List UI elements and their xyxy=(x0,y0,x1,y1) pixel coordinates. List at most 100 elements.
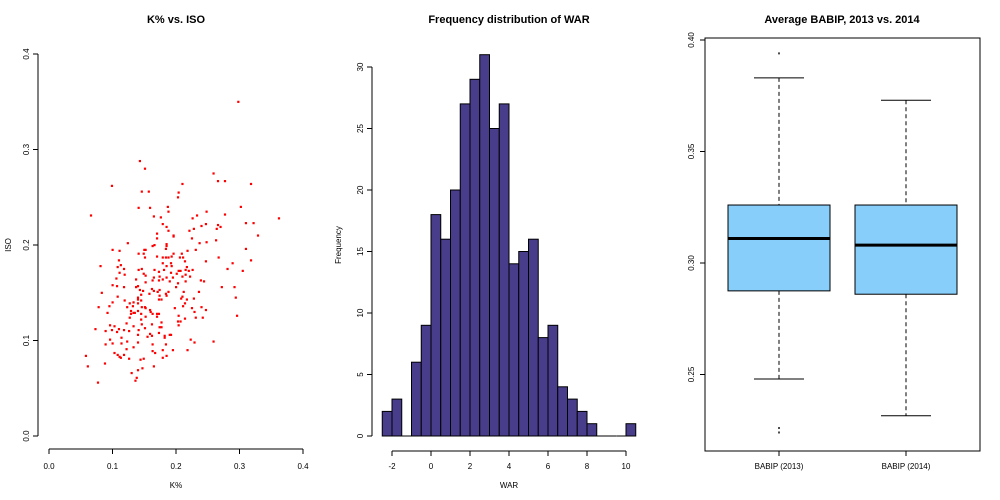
scatter-point xyxy=(136,309,140,313)
scatter-point xyxy=(152,289,155,293)
scatter-point xyxy=(204,260,208,263)
scatter-point xyxy=(192,297,195,300)
scatter-point xyxy=(132,325,135,328)
scatter-point xyxy=(212,172,215,175)
scatter-point xyxy=(140,267,143,271)
scatter-point xyxy=(249,182,253,186)
scatter-point xyxy=(160,298,163,301)
scatter-point xyxy=(111,301,114,304)
scatter-point xyxy=(110,184,114,187)
scatter-point xyxy=(205,210,208,213)
scatter-point xyxy=(120,336,123,339)
x-tick-label: 0.2 xyxy=(170,462,182,471)
scatter-point xyxy=(181,275,184,278)
scatter-point xyxy=(140,306,143,309)
y-tick-label: 0.30 xyxy=(687,255,696,271)
scatter-point xyxy=(217,256,220,259)
scatter-point xyxy=(158,275,161,278)
scatter-point xyxy=(144,281,147,284)
scatter-point xyxy=(171,349,175,352)
scatter-point xyxy=(123,273,126,276)
y-tick-label: 15 xyxy=(356,247,365,256)
scatter-point xyxy=(150,334,154,337)
scatter-point xyxy=(129,312,133,315)
scatter-point xyxy=(140,318,143,321)
histogram-bar xyxy=(518,251,529,437)
scatter-point xyxy=(122,286,126,289)
scatter-point xyxy=(151,279,154,282)
boxplot-frame xyxy=(704,37,981,452)
scatter-point xyxy=(157,298,161,301)
scatter-point xyxy=(137,206,140,209)
scatter-point xyxy=(175,272,178,275)
scatter-point xyxy=(163,336,166,339)
scatter-point xyxy=(249,259,253,262)
scatter-point xyxy=(184,268,187,272)
scatter-point xyxy=(223,180,227,183)
scatter-point xyxy=(192,227,195,230)
scatter-point xyxy=(168,280,171,283)
histogram-bar xyxy=(625,423,637,437)
scatter-point xyxy=(84,354,88,357)
scatter-point xyxy=(277,217,281,220)
scatter-point xyxy=(164,256,168,259)
scatter-point xyxy=(140,293,143,296)
scatter-point xyxy=(175,286,178,289)
histogram-bar xyxy=(391,398,403,437)
scatter-point xyxy=(97,306,100,309)
scatter-point xyxy=(128,357,131,360)
y-tick-label: 25 xyxy=(356,124,365,133)
scatter-point xyxy=(185,298,188,301)
y-tick-label: 0.4 xyxy=(22,48,31,60)
histogram-bar xyxy=(576,410,588,437)
scatter-point xyxy=(132,346,135,349)
scatter-point xyxy=(157,270,161,273)
scatter-point xyxy=(176,320,180,323)
scatter-point xyxy=(155,237,159,240)
x-tick-label: 2 xyxy=(468,462,473,471)
scatter-point xyxy=(116,353,119,357)
scatter-point xyxy=(172,252,175,255)
histogram-bar xyxy=(479,54,490,437)
scatter-point xyxy=(194,248,197,251)
y-tick-label: 30 xyxy=(356,62,365,71)
scatter-point xyxy=(256,234,260,237)
scatter-point xyxy=(168,333,171,336)
scatter-point xyxy=(134,286,138,289)
x-tick-label: 0.0 xyxy=(43,462,55,471)
scatter-point xyxy=(136,369,140,372)
scatter-point xyxy=(163,334,166,337)
scatter-point xyxy=(152,276,155,279)
scatter-point xyxy=(220,286,223,289)
scatter-panel: K% vs. ISO K% ISO 0.0 0.1 0.2 0.3 0.4 0.0 0.1 0… xyxy=(4,14,309,490)
scatter-point xyxy=(128,302,131,305)
scatter-point xyxy=(128,329,131,333)
scatter-point xyxy=(186,249,189,252)
scatter-point xyxy=(178,256,182,259)
scatter-point xyxy=(117,328,121,331)
scatter-point xyxy=(177,269,180,272)
scatter-point xyxy=(113,325,116,328)
scatter-point xyxy=(188,275,192,278)
scatter-point xyxy=(142,357,145,360)
scatter-point xyxy=(165,243,168,246)
scatter-point xyxy=(108,324,112,327)
scatter-point xyxy=(179,320,182,323)
scatter-point xyxy=(181,295,184,298)
scatter-point xyxy=(132,311,135,315)
scatter-point xyxy=(122,267,126,271)
scatter-point xyxy=(126,306,129,309)
scatter-point xyxy=(161,222,164,226)
scatter-point xyxy=(143,327,147,330)
scatter-point xyxy=(164,343,168,346)
scatter-point xyxy=(234,296,237,299)
scatter-title: K% vs. ISO xyxy=(147,14,206,26)
histogram-bar xyxy=(489,128,500,437)
x-tick-label: 0 xyxy=(429,462,434,471)
scatter-point xyxy=(165,294,168,297)
y-tick-label: 0.2 xyxy=(22,239,31,251)
scatter-point xyxy=(239,205,242,208)
scatter-point xyxy=(136,333,140,336)
scatter-point xyxy=(165,225,168,229)
boxplot-title: Average BABIP, 2013 vs. 2014 xyxy=(764,14,920,26)
